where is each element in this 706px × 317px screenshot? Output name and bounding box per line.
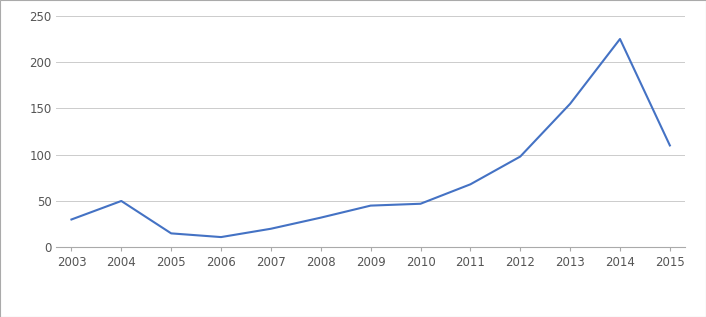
Expedientes/ano xyxy=(516,155,525,158)
Expedientes/ano xyxy=(267,227,275,231)
Expedientes/ano xyxy=(167,231,175,235)
Expedientes/ano xyxy=(67,217,76,221)
Expedientes/ano xyxy=(566,102,575,106)
Line: Expedientes/ano: Expedientes/ano xyxy=(71,39,670,237)
Expedientes/ano xyxy=(666,144,674,147)
Expedientes/ano xyxy=(217,235,225,239)
Expedientes/ano xyxy=(117,199,126,203)
Expedientes/ano xyxy=(616,37,624,41)
Expedientes/ano xyxy=(366,204,375,208)
Expedientes/ano xyxy=(316,216,325,220)
Expedientes/ano xyxy=(417,202,425,206)
Expedientes/ano xyxy=(466,182,474,186)
